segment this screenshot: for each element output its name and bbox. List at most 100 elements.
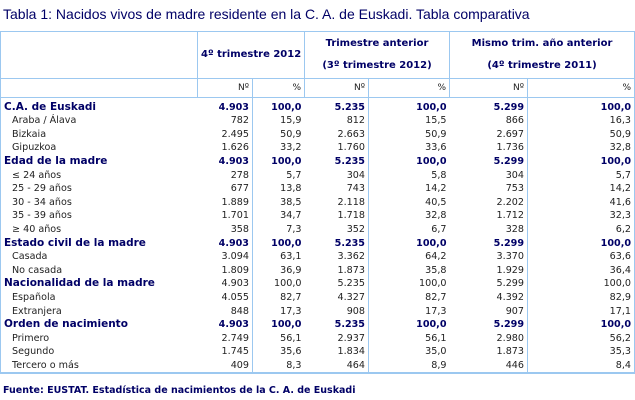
count-cell: 4.903 xyxy=(218,102,249,113)
count-cell: 1.718 xyxy=(337,210,365,222)
percent-cell: 5,8 xyxy=(367,168,450,182)
count-cell: 5.299 xyxy=(493,319,525,331)
count-cell: 4.055 xyxy=(221,292,249,304)
percent-cell: 5,7 xyxy=(252,168,305,182)
percent-cell: 63,1 xyxy=(252,249,305,264)
count-cell: 304 xyxy=(346,169,365,181)
header-same-quarter-last-year: Mismo trim. año anterior (4º trimestre 20… xyxy=(449,31,635,79)
count-cell: 1.929 xyxy=(496,264,525,276)
count-cell: 677 xyxy=(230,183,249,195)
count-cell: 2.697 xyxy=(496,128,525,140)
percent-cell: 7,3 xyxy=(252,222,305,237)
percent-cell: 6,7 xyxy=(367,222,450,237)
percent-cell: 40,5 xyxy=(367,195,450,210)
percent-cell: 82,7 xyxy=(252,290,305,305)
table-row: Casada 3.094 63,1 3.362 64,2 3.370 63,6 xyxy=(0,249,635,264)
row-label: Gipuzkoa xyxy=(0,141,198,155)
count-cell: 464 xyxy=(304,358,369,374)
percent-cell: 17,3 xyxy=(367,304,450,318)
count-cell: 866 xyxy=(505,115,525,127)
table-row: Española 4.055 82,7 4.327 82,7 4.392 82,9 xyxy=(0,290,635,305)
percent-cell: 82,9 xyxy=(527,290,635,305)
percent-cell: 41,6 xyxy=(527,195,635,210)
row-label: Araba / Álava xyxy=(0,114,198,128)
percent-cell: 34,7 xyxy=(252,209,305,223)
count-cell: 782 xyxy=(230,115,249,127)
percent-cell: 100,0 xyxy=(367,154,450,169)
count-cell: 278 xyxy=(230,169,249,181)
percent-cell: 33,2 xyxy=(252,141,305,155)
percent-cell: 36,9 xyxy=(252,263,305,278)
percent-cell: 14,2 xyxy=(367,181,450,196)
count-cell: 409 xyxy=(197,358,253,374)
group-row: C.A. de Euskadi 4.903 100,0 5.235 100,0 5.299… xyxy=(0,97,635,114)
row-label: No casada xyxy=(0,263,198,278)
count-cell: 5.299 xyxy=(496,278,525,290)
percent-cell: 100,0 xyxy=(252,277,305,291)
percent-cell: 35,8 xyxy=(367,263,450,278)
count-cell: 4.903 xyxy=(218,237,249,249)
table-row: 30 - 34 años 1.889 38,5 2.118 40,5 2.202 41,6 xyxy=(0,195,635,210)
row-label: ≥ 40 años xyxy=(0,222,198,237)
percent-cell: 56,1 xyxy=(367,331,450,346)
count-cell: 446 xyxy=(449,358,528,374)
count-cell: 1.889 xyxy=(221,196,249,208)
row-label: Edad de la madre xyxy=(0,154,198,169)
percent-cell: 100,0 xyxy=(252,154,305,169)
count-cell: 5.299 xyxy=(493,156,525,168)
count-cell: 1.745 xyxy=(221,346,249,358)
header-previous-quarter-line2: (3º trimestre 2012) xyxy=(322,60,432,71)
percent-cell: 56,1 xyxy=(252,331,305,346)
count-cell: 352 xyxy=(346,224,365,236)
subheader-n: Nº xyxy=(304,78,369,98)
count-cell: 2.495 xyxy=(221,128,249,140)
percent-cell: 38,5 xyxy=(252,195,305,210)
table-row: Segundo 1.745 35,6 1.834 35,0 1.873 35,3 xyxy=(0,345,635,359)
percent-cell: 14,2 xyxy=(527,181,635,196)
percent-cell: 32,8 xyxy=(527,141,635,155)
header-row: 4º trimestre 2012 Trimestre anterior (3º … xyxy=(0,31,635,79)
percent-cell: 82,7 xyxy=(367,290,450,305)
percent-cell: 13,8 xyxy=(252,181,305,196)
count-cell: 1.873 xyxy=(496,346,525,358)
group-row: Nacionalidad de la madre 4.903 100,0 5.235 1… xyxy=(0,277,635,291)
percent-cell: 100,0 xyxy=(252,236,305,250)
row-label: Española xyxy=(0,290,198,305)
count-cell: 1.873 xyxy=(337,264,365,276)
percent-cell: 64,2 xyxy=(367,249,450,264)
percent-cell: 32,8 xyxy=(367,209,450,223)
group-row: Edad de la madre 4.903 100,0 5.235 100,0 5.29… xyxy=(0,154,635,169)
count-cell: 5.235 xyxy=(334,156,365,168)
percent-cell: 8,4 xyxy=(527,358,635,374)
percent-cell: 16,3 xyxy=(527,114,635,128)
count-cell: 2.202 xyxy=(496,196,525,208)
header-previous-quarter: Trimestre anterior (3º trimestre 2012) xyxy=(303,31,451,79)
count-cell: 304 xyxy=(505,169,525,181)
row-label: Nacionalidad de la madre xyxy=(0,277,198,291)
table-row: Primero 2.749 56,1 2.937 56,1 2.980 56,2 xyxy=(0,331,635,346)
percent-cell: 35,0 xyxy=(367,345,450,359)
source-note: Fuente: EUSTAT. Estadística de nacimient… xyxy=(3,385,356,396)
percent-cell: 100,0 xyxy=(527,317,635,332)
count-cell: 1.834 xyxy=(337,346,365,358)
count-cell: 812 xyxy=(346,115,365,127)
percent-cell: 17,3 xyxy=(252,304,305,318)
percent-cell: 100,0 xyxy=(252,317,305,332)
percent-cell: 6,2 xyxy=(527,222,635,237)
percent-cell: 36,4 xyxy=(527,263,635,278)
count-cell: 328 xyxy=(505,224,525,236)
count-cell: 3.370 xyxy=(496,251,525,263)
count-cell: 3.094 xyxy=(221,251,249,263)
header-current-quarter-label: 4º trimestre 2012 xyxy=(201,49,302,60)
count-cell: 4.903 xyxy=(218,319,249,331)
header-blank xyxy=(0,31,198,79)
count-cell: 2.749 xyxy=(221,332,249,344)
percent-cell: 56,2 xyxy=(527,331,635,346)
table-row: Bizkaia 2.495 50,9 2.663 50,9 2.697 50,9 xyxy=(0,127,635,142)
table-row: Extranjera 848 17,3 908 17,3 907 17,1 xyxy=(0,304,635,318)
percent-cell: 8,9 xyxy=(367,358,450,374)
count-cell: 4.903 xyxy=(221,278,249,290)
row-label: Estado civil de la madre xyxy=(0,236,198,250)
row-label: Extranjera xyxy=(0,304,198,318)
percent-cell: 5,7 xyxy=(527,168,635,182)
